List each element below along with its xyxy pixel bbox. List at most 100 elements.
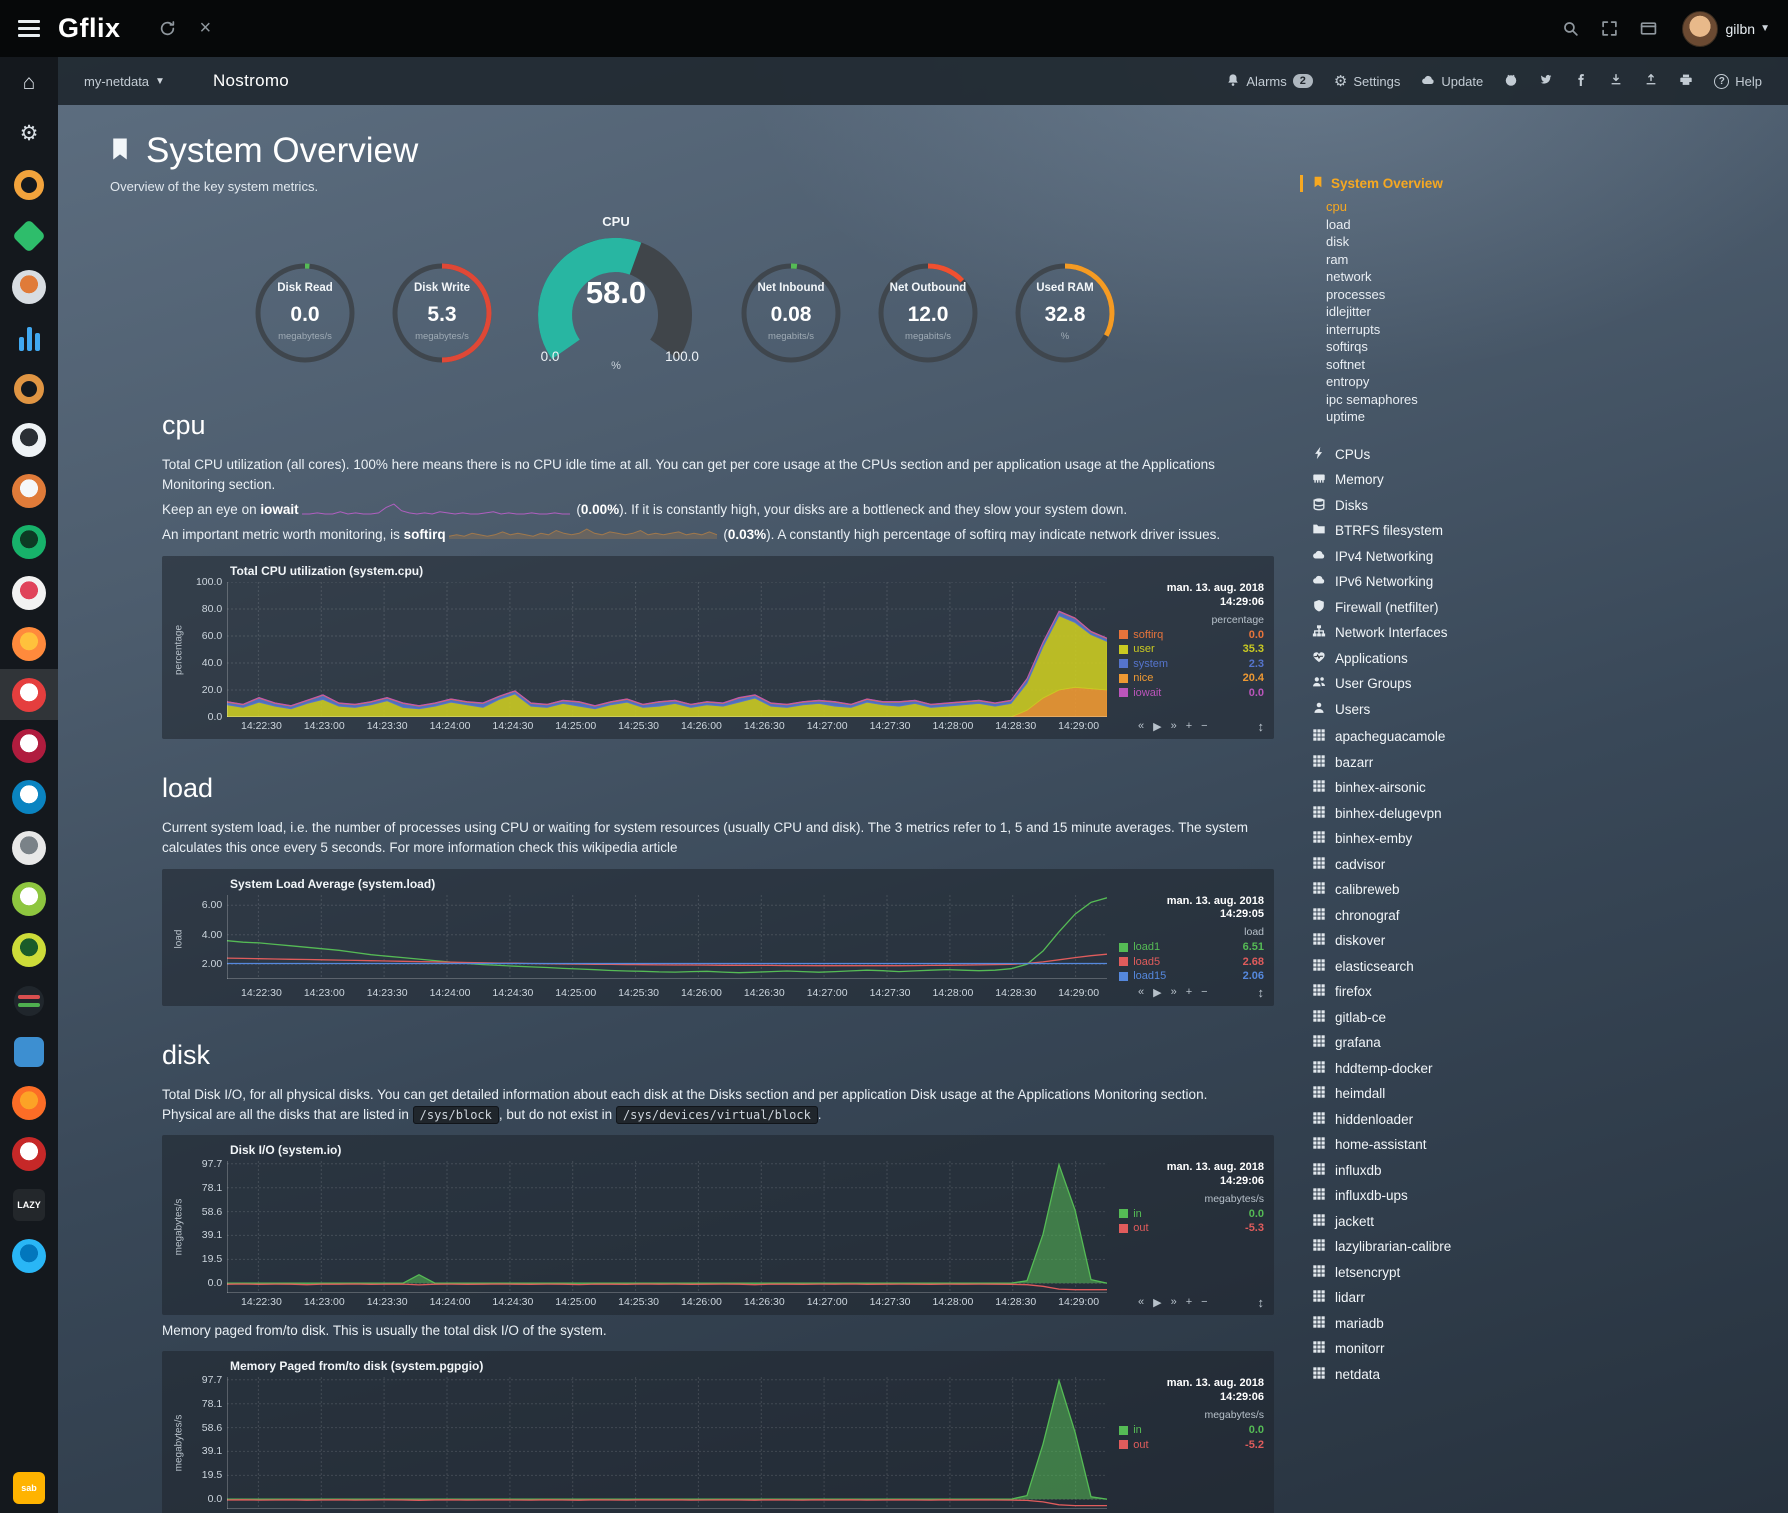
menu-app-calibreweb[interactable]: calibreweb [1312, 877, 1612, 903]
menu-item-idlejitter[interactable]: idlejitter [1326, 303, 1612, 321]
menu-item-load[interactable]: load [1326, 216, 1612, 234]
menu-item-processes[interactable]: processes [1326, 286, 1612, 304]
menu-section-network-interfaces[interactable]: Network Interfaces [1312, 620, 1612, 646]
menu-app-elasticsearch[interactable]: elasticsearch [1312, 954, 1612, 980]
sidebar-app-icon[interactable] [0, 975, 58, 1026]
sidebar-app-icon[interactable] [0, 1128, 58, 1179]
menu-app-influxdb-ups[interactable]: influxdb-ups [1312, 1183, 1612, 1209]
sidebar-app-icon[interactable] [0, 261, 58, 312]
chart-plot[interactable] [227, 895, 1107, 979]
menu-section-user-groups[interactable]: User Groups [1312, 671, 1612, 697]
play-icon[interactable]: ▶ [1153, 986, 1161, 999]
zoom-in-icon[interactable]: + [1186, 1296, 1192, 1309]
fullscreen-icon[interactable] [1601, 20, 1618, 37]
legend-entry-system[interactable]: system2.3 [1119, 657, 1264, 672]
zoom-out-icon[interactable]: − [1201, 1296, 1207, 1309]
play-icon[interactable]: ▶ [1153, 1296, 1161, 1309]
menu-section-firewall-netfilter-[interactable]: Firewall (netfilter) [1312, 595, 1612, 621]
export-button[interactable] [1644, 73, 1658, 90]
pan-backward-icon[interactable]: « [1138, 1296, 1144, 1309]
menu-app-cadvisor[interactable]: cadvisor [1312, 852, 1612, 878]
print-button[interactable] [1679, 73, 1693, 90]
menu-item-disk[interactable]: disk [1326, 233, 1612, 251]
sidebar-app-icon[interactable] [0, 414, 58, 465]
menu-item-entropy[interactable]: entropy [1326, 373, 1612, 391]
sidebar-app-icon[interactable] [0, 1077, 58, 1128]
legend-entry-load5[interactable]: load52.68 [1119, 955, 1264, 970]
menu-item-uptime[interactable]: uptime [1326, 408, 1612, 426]
twitter-button[interactable] [1539, 73, 1553, 90]
sidebar-app-icon[interactable]: sab [0, 1462, 58, 1513]
menu-section-memory[interactable]: Memory [1312, 467, 1612, 493]
sidebar-app-icon[interactable]: LAZY [0, 1179, 58, 1230]
sidebar-app-icon[interactable] [0, 1230, 58, 1281]
legend-entry-in[interactable]: in0.0 [1119, 1423, 1264, 1438]
menu-item-ram[interactable]: ram [1326, 251, 1612, 269]
sidebar-app-icon[interactable] [0, 771, 58, 822]
play-icon[interactable]: ▶ [1153, 720, 1161, 733]
menu-app-hiddenloader[interactable]: hiddenloader [1312, 1107, 1612, 1133]
pan-backward-icon[interactable]: « [1138, 986, 1144, 999]
legend-entry-nice[interactable]: nice20.4 [1119, 671, 1264, 686]
menu-app-binhex-delugevpn[interactable]: binhex-delugevpn [1312, 801, 1612, 827]
menu-app-jackett[interactable]: jackett [1312, 1209, 1612, 1235]
sidebar-app-icon[interactable] [0, 822, 58, 873]
sidebar-app-icon[interactable]: ⚙ [0, 108, 58, 159]
chart-cpu[interactable]: Total CPU utilization (system.cpu)percen… [162, 556, 1274, 739]
chart-plot[interactable] [227, 582, 1107, 717]
close-icon[interactable]: × [200, 17, 212, 40]
github-button[interactable] [1504, 73, 1518, 90]
menu-section-disks[interactable]: Disks [1312, 493, 1612, 519]
menu-app-netdata[interactable]: netdata [1312, 1362, 1612, 1388]
sidebar-app-icon[interactable] [0, 159, 58, 210]
server-dropdown[interactable]: my-netdata ▼ [84, 74, 165, 89]
zoom-in-icon[interactable]: + [1186, 986, 1192, 999]
menu-app-lazylibrarian-calibre[interactable]: lazylibrarian-calibre [1312, 1234, 1612, 1260]
sidebar-app-icon[interactable] [0, 720, 58, 771]
menu-app-grafana[interactable]: grafana [1312, 1030, 1612, 1056]
menu-app-mariadb[interactable]: mariadb [1312, 1311, 1612, 1337]
settings-button[interactable]: ⚙ Settings [1334, 74, 1400, 89]
menu-app-gitlab-ce[interactable]: gitlab-ce [1312, 1005, 1612, 1031]
menu-app-apacheguacamole[interactable]: apacheguacamole [1312, 724, 1612, 750]
sidebar-app-icon[interactable] [0, 669, 58, 720]
menu-item-cpu[interactable]: cpu [1326, 198, 1612, 216]
facebook-button[interactable] [1574, 73, 1588, 90]
menu-section-ipv4-networking[interactable]: IPv4 Networking [1312, 544, 1612, 570]
menu-app-chronograf[interactable]: chronograf [1312, 903, 1612, 929]
menu-app-diskover[interactable]: diskover [1312, 928, 1612, 954]
sidebar-app-icon[interactable] [0, 924, 58, 975]
menu-app-hddtemp-docker[interactable]: hddtemp-docker [1312, 1056, 1612, 1082]
resize-handle[interactable]: ↕ [1258, 719, 1265, 734]
sidebar-app-icon[interactable] [0, 873, 58, 924]
pan-forward-icon[interactable]: » [1171, 1296, 1177, 1309]
menu-item-interrupts[interactable]: interrupts [1326, 321, 1612, 339]
legend-entry-iowait[interactable]: iowait0.0 [1119, 686, 1264, 701]
menu-section-ipv6-networking[interactable]: IPv6 Networking [1312, 569, 1612, 595]
resize-handle[interactable]: ↕ [1258, 1295, 1265, 1310]
import-button[interactable] [1609, 73, 1623, 90]
menu-app-binhex-airsonic[interactable]: binhex-airsonic [1312, 775, 1612, 801]
menu-section-cpus[interactable]: CPUs [1312, 442, 1612, 468]
tabs-icon[interactable] [1640, 20, 1657, 37]
menu-app-influxdb[interactable]: influxdb [1312, 1158, 1612, 1184]
update-button[interactable]: Update [1421, 73, 1483, 90]
legend-entry-out[interactable]: out-5.2 [1119, 1437, 1264, 1452]
zoom-out-icon[interactable]: − [1201, 720, 1207, 733]
sidebar-app-icon[interactable] [0, 1026, 58, 1077]
sidebar-app-icon[interactable] [0, 618, 58, 669]
chart-plot[interactable] [227, 1377, 1107, 1509]
menu-header[interactable]: System Overview [1300, 175, 1612, 192]
sidebar-app-icon[interactable] [0, 210, 58, 261]
menu-section-btrfs-filesystem[interactable]: BTRFS filesystem [1312, 518, 1612, 544]
menu-app-home-assistant[interactable]: home-assistant [1312, 1132, 1612, 1158]
chart-plot[interactable] [227, 1161, 1107, 1293]
zoom-in-icon[interactable]: + [1186, 720, 1192, 733]
legend-entry-in[interactable]: in0.0 [1119, 1207, 1264, 1222]
user-menu[interactable]: gilbn ▼ [1726, 21, 1771, 37]
sidebar-app-icon[interactable] [0, 312, 58, 363]
menu-app-lidarr[interactable]: lidarr [1312, 1285, 1612, 1311]
resize-handle[interactable]: ↕ [1258, 985, 1265, 1000]
menu-app-monitorr[interactable]: monitorr [1312, 1336, 1612, 1362]
help-button[interactable]: ? Help [1714, 74, 1762, 89]
